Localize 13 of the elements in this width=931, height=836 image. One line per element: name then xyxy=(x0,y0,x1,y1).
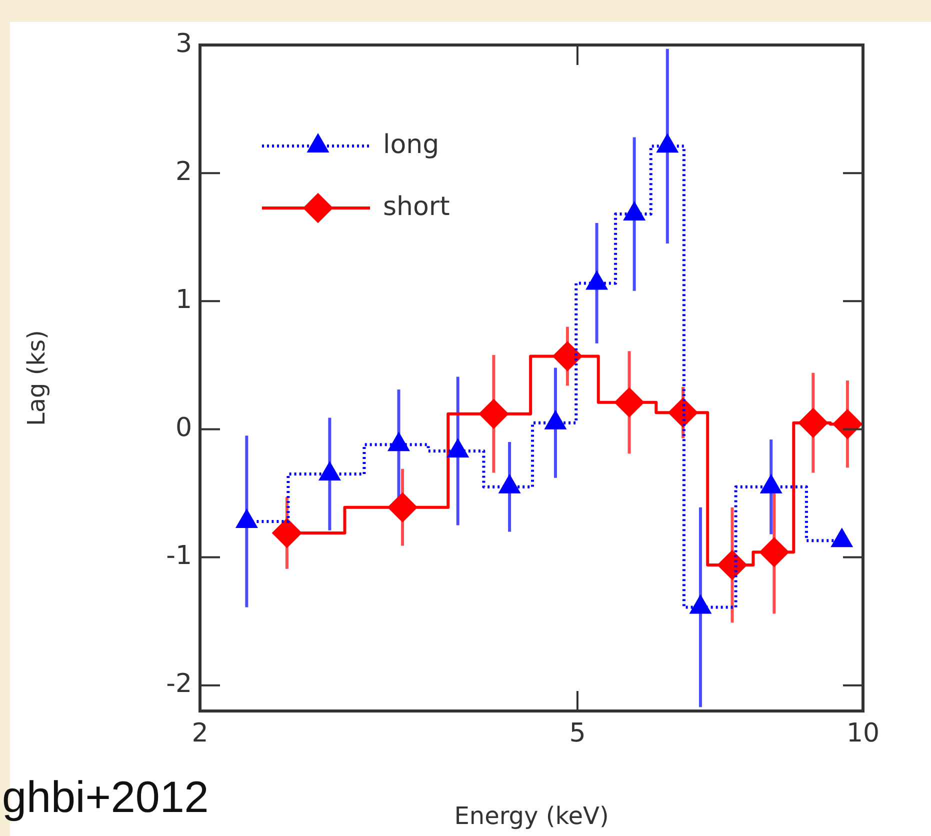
y-axis-title: Lag (ks) xyxy=(22,330,51,426)
y-tick-label: -2 xyxy=(166,669,192,700)
x-tick-label: 10 xyxy=(846,718,880,748)
x-axis-title: Energy (keV) xyxy=(454,802,609,830)
y-tick-label: -1 xyxy=(166,541,192,572)
y-tick-label: 2 xyxy=(175,156,192,187)
legend-label: long xyxy=(383,130,440,160)
y-tick-label: 0 xyxy=(175,412,192,443)
text: ghbi+2012 xyxy=(2,772,209,824)
x-tick-label: 5 xyxy=(569,718,586,748)
y-tick-label: 3 xyxy=(175,28,192,59)
y-tick-label: 1 xyxy=(175,284,192,315)
legend-label: short xyxy=(383,192,450,222)
